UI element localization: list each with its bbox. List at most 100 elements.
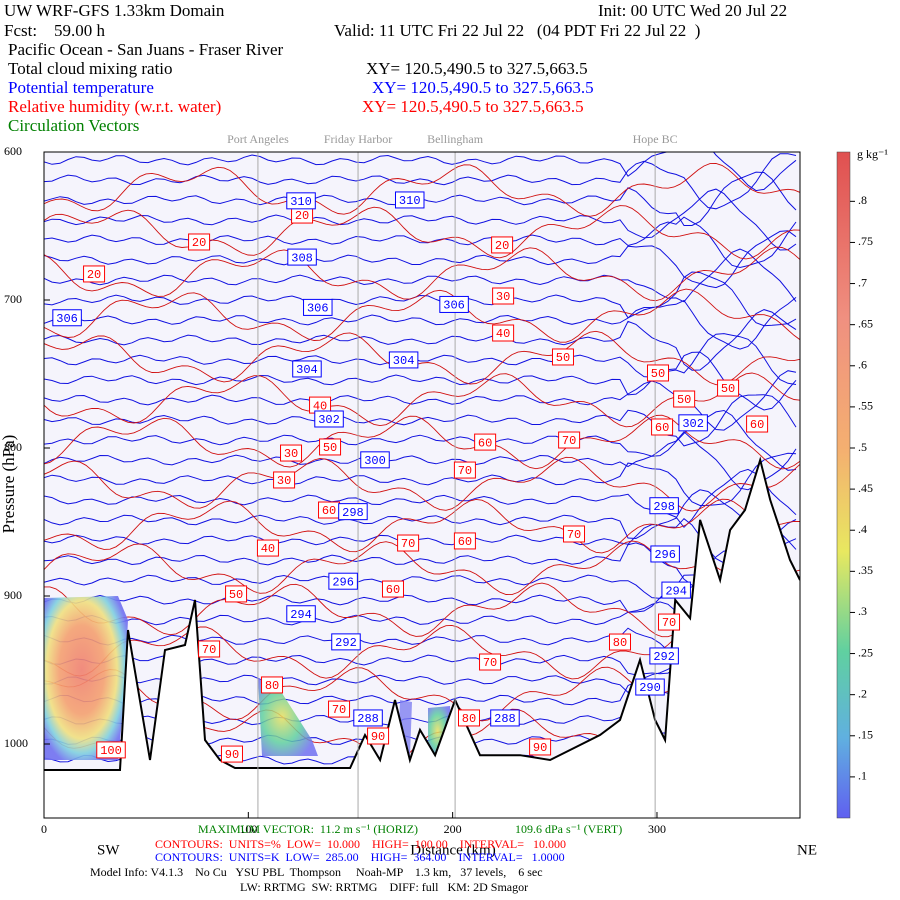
init-time: Init: 00 UTC Wed 20 Jul 22 <box>598 1 787 20</box>
theta-label: 288 <box>494 712 516 726</box>
theta-label: 298 <box>653 500 675 514</box>
colorbar-tick-label: .2 <box>858 686 867 700</box>
left-direction: SW <box>97 842 120 858</box>
rh-label: 90 <box>225 748 239 762</box>
field-name: Relative humidity (w.r.t. water) <box>8 97 221 116</box>
rh-label-box <box>646 364 669 382</box>
plot-frame <box>43 151 801 819</box>
theta-label: 296 <box>654 548 676 562</box>
y-tick-label: 900 <box>4 588 22 602</box>
rh-label-box <box>220 745 243 763</box>
isentrope <box>44 489 797 550</box>
rh-label-box <box>529 738 552 756</box>
colorbar-tick-label: .75 <box>858 234 873 248</box>
theta-label-box <box>490 709 520 727</box>
x-tick-label: 0 <box>41 822 47 836</box>
rh-label-box <box>474 433 497 451</box>
contour-labels: 20 20 20 20 30 30 30 40 40 40 50 50 50 50 50 50 60 60 60 60… <box>52 191 769 763</box>
rh-label: 60 <box>458 535 472 549</box>
rh-label-box <box>83 265 106 283</box>
rh-label: 60 <box>478 436 492 450</box>
y-tick-label: 1000 <box>4 736 28 750</box>
colorbar-tick-label: .45 <box>858 481 873 495</box>
theta-label-box <box>360 451 390 469</box>
field-range: XY= 120.5,490.5 to 327.5,663.5 <box>372 78 594 97</box>
axes: 600 700 800 900 1000 0 100 200 300 <box>4 144 666 836</box>
theta-label-box <box>635 678 665 696</box>
colorbar-tick-label: .3 <box>858 604 867 618</box>
valid-time: Valid: 11 UTC Fri 22 Jul 22 (04 PDT Fri … <box>334 21 700 40</box>
rh-label-box <box>367 727 390 745</box>
theta-label: 294 <box>665 584 687 598</box>
location-name: Port Angeles <box>227 132 289 146</box>
footer-note: CONTOURS: UNITS=K LOW= 285.00 HIGH= 364.… <box>155 850 565 864</box>
footer-note: CONTOURS: UNITS=% LOW= 10.000 HIGH= 100.… <box>155 837 566 851</box>
rh-label: 50 <box>229 588 243 602</box>
colorbar-tick-label: .35 <box>858 563 873 577</box>
rh-label: 70 <box>562 434 576 448</box>
x-tick-label: 300 <box>648 822 666 836</box>
rh-label: 40 <box>313 399 327 413</box>
title: UW WRF-GFS 1.33km Domain <box>4 1 225 20</box>
colorbar-tick-label: .7 <box>858 275 867 289</box>
isentrope <box>44 153 797 210</box>
rh-label: 40 <box>496 327 510 341</box>
rh-label-box <box>96 741 126 759</box>
field-name: Total cloud mixing ratio <box>8 59 173 78</box>
theta-label-box <box>331 633 361 651</box>
isentrope <box>44 188 797 251</box>
colorbar-tick-label: .1 <box>858 769 867 783</box>
humidity-isoline <box>44 498 800 554</box>
theta-label: 304 <box>296 363 318 377</box>
field-range: XY= 120.5,490.5 to 327.5,663.5 <box>366 59 588 78</box>
theta-label-box <box>388 351 419 369</box>
isentrope <box>44 351 797 411</box>
rh-label: 70 <box>662 616 676 630</box>
rh-label: 70 <box>202 643 216 657</box>
rh-label-box <box>256 539 279 557</box>
theta-label-box <box>286 605 316 623</box>
theta-label-box <box>292 360 322 378</box>
theta-label-box <box>328 572 358 590</box>
humidity-isoline <box>44 540 800 596</box>
terrain-line <box>44 456 800 771</box>
isentrope <box>44 297 797 350</box>
theta-label: 302 <box>682 417 704 431</box>
humidity-isoline <box>44 205 800 260</box>
forecast-hour: Fcst: 59.00 h <box>4 21 106 40</box>
theta-label-box <box>678 414 708 432</box>
rh-label-box <box>479 653 502 671</box>
plot-layers: 20 20 20 20 30 30 30 40 40 40 50 50 50 50 50 50 60 60 60 60… <box>44 152 800 818</box>
rh-label-box <box>198 640 221 658</box>
theta-label: 310 <box>399 194 421 208</box>
rh-label-box <box>225 585 248 603</box>
footer-notes: MAXIMUM VECTOR: 11.2 m s⁻¹ (HORIZ) 109.6 … <box>90 822 622 894</box>
footer-note: Model Info: V4.1.3 No Cu YSU PBL Thompso… <box>90 865 543 879</box>
rh-label: 80 <box>613 636 627 650</box>
rh-label: 30 <box>496 290 510 304</box>
colorbar-tick-label: .6 <box>858 358 867 372</box>
theta-label-box <box>314 410 344 428</box>
theta-label: 310 <box>290 195 312 209</box>
colorbar-tick-label: .4 <box>858 522 867 536</box>
rh-label-box <box>261 676 284 694</box>
location-name: Bellingham <box>427 132 484 146</box>
theta-label-box <box>661 581 691 599</box>
theta-label: 288 <box>357 712 379 726</box>
rh-label-box <box>273 471 296 489</box>
field-name: Circulation Vectors <box>8 116 139 135</box>
cloud-shading <box>258 678 318 756</box>
rh-label-box <box>746 415 769 433</box>
theta-label: 294 <box>290 608 312 622</box>
rh-label: 100 <box>100 744 122 758</box>
y-tick-label: 600 <box>4 144 22 158</box>
rh-label: 30 <box>284 447 298 461</box>
y-axis-label: Pressure (hPa) <box>0 435 18 534</box>
humidity-isoline <box>44 288 800 343</box>
rh-label: 90 <box>533 741 547 755</box>
rh-label-box <box>453 532 476 550</box>
isentrope <box>44 152 797 192</box>
rh-label-box <box>457 709 480 727</box>
rh-label-box <box>651 418 674 436</box>
field-name: Potential temperature <box>8 78 154 97</box>
